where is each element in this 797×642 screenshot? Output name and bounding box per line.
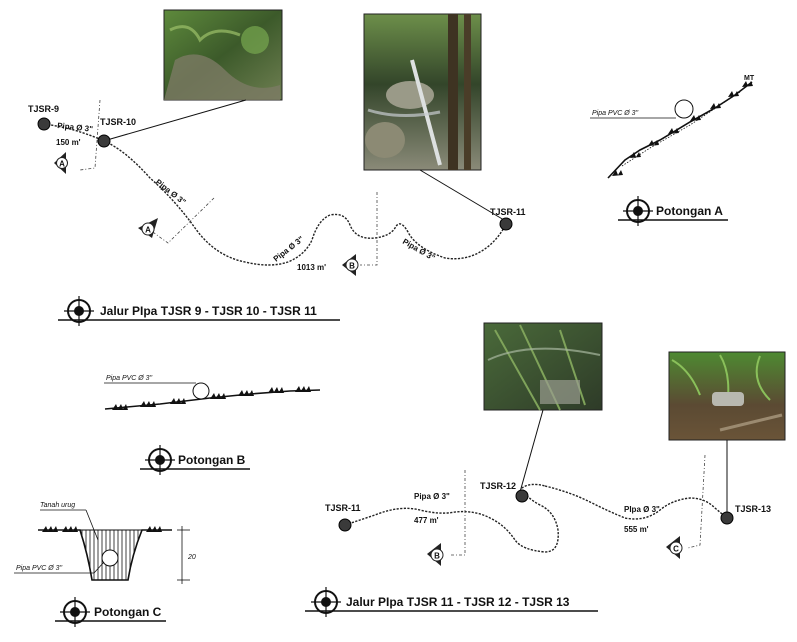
pipe-label-a: Pipa Ø 3": [57, 121, 94, 134]
section-a-mt-label: MT: [744, 75, 755, 82]
pipe-label-b: Pipa Ø 3": [154, 177, 188, 206]
site-photo-3: [483, 322, 603, 411]
section-marker-c: C: [666, 536, 683, 559]
label-tjsr-13: TJSR-13: [735, 504, 771, 514]
pipe-route-11-12: [344, 483, 559, 553]
svg-text:Potongan C: Potongan C: [94, 605, 162, 619]
node-tjsr-11b: [338, 518, 352, 532]
plan-2: B C TJSR-11 TJSR-12 TJSR-13 Pipa Ø 3" 47…: [305, 322, 786, 617]
section-a: Pipa PVC Ø 3" MT Potongan A: [590, 75, 755, 226]
section-line-a2: [149, 197, 215, 244]
section-c-depth-dimension: 20: [177, 526, 196, 584]
section-line-c: [687, 454, 706, 549]
site-photo-4: [668, 351, 786, 441]
pipe-route-12-13: [544, 485, 728, 520]
section-a-pipe: [674, 99, 694, 119]
svg-text:A: A: [59, 160, 65, 169]
node-tjsr-9: [37, 117, 51, 131]
section-a-vegetation: [612, 81, 753, 176]
svg-text:B: B: [434, 552, 440, 561]
section-marker-a2: A: [138, 218, 158, 238]
section-b-title: Potongan B: [140, 445, 250, 475]
section-c-vegetation: [42, 526, 162, 532]
pipe-route-10-11: [103, 140, 507, 266]
svg-text:B: B: [349, 262, 355, 271]
section-line-b: [360, 192, 378, 266]
pipe-label-2b: PIpa Ø 3": [624, 505, 660, 514]
node-tjsr-13: [720, 511, 734, 525]
section-marker-b2: B: [427, 543, 444, 566]
section-b-pipe-label: Pipa PVC Ø 3": [106, 375, 153, 382]
pipe-label-2a: Pipa Ø 3": [414, 492, 450, 501]
site-photo-1: [163, 9, 283, 101]
photo-3-leader: [519, 409, 544, 493]
plan-2-title: Jalur PIpa TJSR 11 - TJSR 12 - TJSR 13: [305, 587, 598, 617]
svg-text:Jalur PIpa TJSR 11 - TJSR 12 -: Jalur PIpa TJSR 11 - TJSR 12 - TJSR 13: [346, 595, 570, 609]
node-tjsr-11: [499, 217, 513, 231]
section-c-pipe-label: Pipa PVC Ø 3": [16, 565, 63, 572]
section-marker-a1: A: [54, 152, 68, 174]
label-tjsr-9: TJSR-9: [28, 104, 59, 114]
node-tjsr-12: [515, 489, 529, 503]
length-label-2b: 555 m': [624, 525, 649, 534]
label-tjsr-11b: TJSR-11: [325, 503, 361, 513]
section-c: Tanah urug Pipa PVC Ø 3" 20 Potongan C: [14, 502, 196, 627]
svg-text:A: A: [145, 226, 151, 235]
section-a-title: Potongan A: [618, 196, 728, 226]
section-c-title: Potongan C: [55, 597, 166, 627]
photo-1-leader: [106, 99, 247, 141]
pipe-label-c: Pipa Ø 3": [272, 234, 306, 263]
photo-2-leader: [419, 169, 505, 221]
section-c-pipe: [101, 549, 119, 567]
section-b-ground: [104, 389, 321, 410]
length-label-b: 1013 m': [297, 263, 326, 272]
svg-text:C: C: [673, 545, 679, 554]
svg-text:Potongan A: Potongan A: [656, 204, 723, 218]
length-label-a: 150 m': [56, 138, 81, 147]
section-c-fill-label: Tanah urug: [40, 502, 75, 509]
section-a-pipe-label: Pipa PVC Ø 3": [592, 110, 639, 117]
svg-text:20: 20: [187, 554, 196, 561]
plan-1: A A B TJSR-9 TJSR-10 TJSR-11 Pipa Ø 3" 1…: [28, 9, 526, 326]
plan-1-title: Jalur PIpa TJSR 9 - TJSR 10 - TJSR 11: [58, 296, 340, 326]
label-tjsr-12: TJSR-12: [480, 481, 516, 491]
label-tjsr-11: TJSR-11: [490, 207, 526, 217]
pipe-label-d: Pipa Ø 3": [401, 237, 437, 263]
node-tjsr-10: [97, 134, 111, 148]
site-photo-2: [363, 13, 482, 171]
svg-text:Jalur PIpa TJSR 9 - TJSR 10 -: Jalur PIpa TJSR 9 - TJSR 10 - TJSR 11: [100, 304, 317, 318]
section-marker-b: B: [342, 254, 359, 276]
section-b: Pipa PVC Ø 3" Potongan B: [104, 375, 321, 475]
section-b-pipe: [192, 382, 210, 400]
svg-text:Potongan B: Potongan B: [178, 453, 246, 467]
section-line-b2: [450, 470, 466, 556]
length-label-2a: 477 m': [414, 516, 439, 525]
section-b-vegetation: [112, 386, 311, 410]
label-tjsr-10: TJSR-10: [100, 117, 136, 127]
